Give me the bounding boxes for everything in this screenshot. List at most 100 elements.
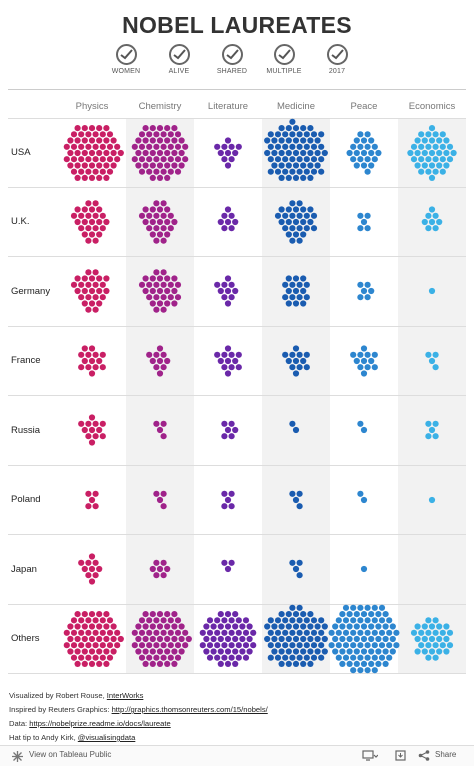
laureate-dot [274,617,282,624]
laureate-dot [167,617,174,624]
laureate-dot [289,420,296,427]
laureate-dot [364,294,371,301]
laureate-dot [364,617,371,624]
laureate-dot [357,667,364,674]
filter-shared[interactable]: SHARED [202,44,262,75]
device-preview-icon[interactable] [362,750,378,761]
laureate-dot [267,629,274,636]
laureate-dot [360,149,368,157]
tableau-logo-icon [12,751,23,762]
filter-2017[interactable]: 2017 [307,44,367,75]
laureate-dot [425,156,432,163]
laureate-dot [110,162,117,169]
download-icon[interactable] [395,750,406,761]
laureate-dot [96,611,103,618]
laureate-dot [178,648,185,655]
laureate-dot [88,439,96,446]
laureate-dot [92,617,99,624]
share-icon[interactable] [418,750,430,761]
laureate-dot [289,559,296,566]
laureate-dot [296,143,303,150]
laureate-dot [382,660,389,668]
laureate-dot [103,611,110,618]
laureate-dot [178,623,185,630]
laureate-dot [81,426,88,434]
laureate-dot [292,426,300,434]
laureate-dot [99,168,106,175]
laureate-dot [432,143,439,150]
laureate-dot [368,149,375,157]
laureate-dot [418,642,425,649]
laureate-dot [85,212,92,219]
laureate-dot [160,225,167,232]
filter-multiple[interactable]: MULTIPLE [254,44,314,75]
laureate-dot [250,629,257,636]
laureate-dot [353,623,360,630]
laureate-dot [296,237,303,244]
laureate-dot [300,357,307,365]
laureate-dot [67,149,74,157]
laureate-dot [67,635,74,643]
laureate-dot [160,364,167,371]
laureate-dot [228,629,235,636]
laureate-dot [296,490,303,497]
interworks-link[interactable]: InterWorks [106,691,144,700]
laureate-dot [138,629,146,636]
filter-women[interactable]: WOMEN [96,44,156,75]
laureate-dot [310,168,318,175]
laureate-dot [217,287,224,295]
data-source-link[interactable]: https://nobelprize.readme.io/docs/laurea… [29,719,171,728]
laureate-dot [149,635,156,643]
laureate-dot [117,149,124,157]
laureate-dot [149,623,156,630]
share-button[interactable]: Share [435,750,457,759]
laureate-dot [314,635,321,643]
reuters-link[interactable]: http://graphics.thomsonreuters.com/15/no… [111,705,268,714]
row-divider [8,395,466,396]
laureate-dot [364,642,371,649]
laureate-dot [164,635,171,643]
laureate-dot [425,654,432,661]
laureate-dot [296,364,303,371]
laureate-dot [224,275,232,282]
laureate-dot [156,370,164,377]
laureate-dot [153,629,160,636]
laureate-dot [81,300,88,307]
row-divider [8,118,466,119]
laureate-dot [224,137,232,144]
laureate-dot [357,225,364,232]
laureate-dot [146,642,153,649]
column-header-medicine: Medicine [276,101,316,112]
laureate-dot [199,629,206,636]
laureate-dot [138,654,146,661]
laureate-dot [103,162,110,169]
laureate-dot [371,654,378,661]
laureate-dot [203,648,210,655]
laureate-dot [146,654,153,661]
laureate-dot [96,174,103,181]
laureate-dot [285,357,292,365]
laureate-dot [164,275,171,282]
filter-alive[interactable]: ALIVE [149,44,209,75]
laureate-dot [285,218,292,226]
laureate-dot [357,629,364,636]
laureate-dot [296,281,303,288]
laureate-dot [292,275,300,282]
laureate-dot [267,642,274,649]
laureate-dot [278,611,285,618]
laureate-dot [142,635,149,643]
laureate-dot [382,635,389,643]
andy-kirk-link[interactable]: @visualisingdata [77,733,136,742]
view-on-tableau-link[interactable]: View on Tableau Public [29,750,112,759]
laureate-dot [99,654,106,661]
laureate-dot [364,351,371,358]
laureate-dot [81,149,88,157]
laureate-dot [156,623,164,630]
laureate-dot [274,168,282,175]
laureate-dot [246,623,253,630]
laureate-dot [414,635,421,643]
laureate-dot [164,565,171,573]
laureate-dot [285,149,292,157]
laureate-dot [414,648,421,655]
laureate-dot [156,611,164,618]
